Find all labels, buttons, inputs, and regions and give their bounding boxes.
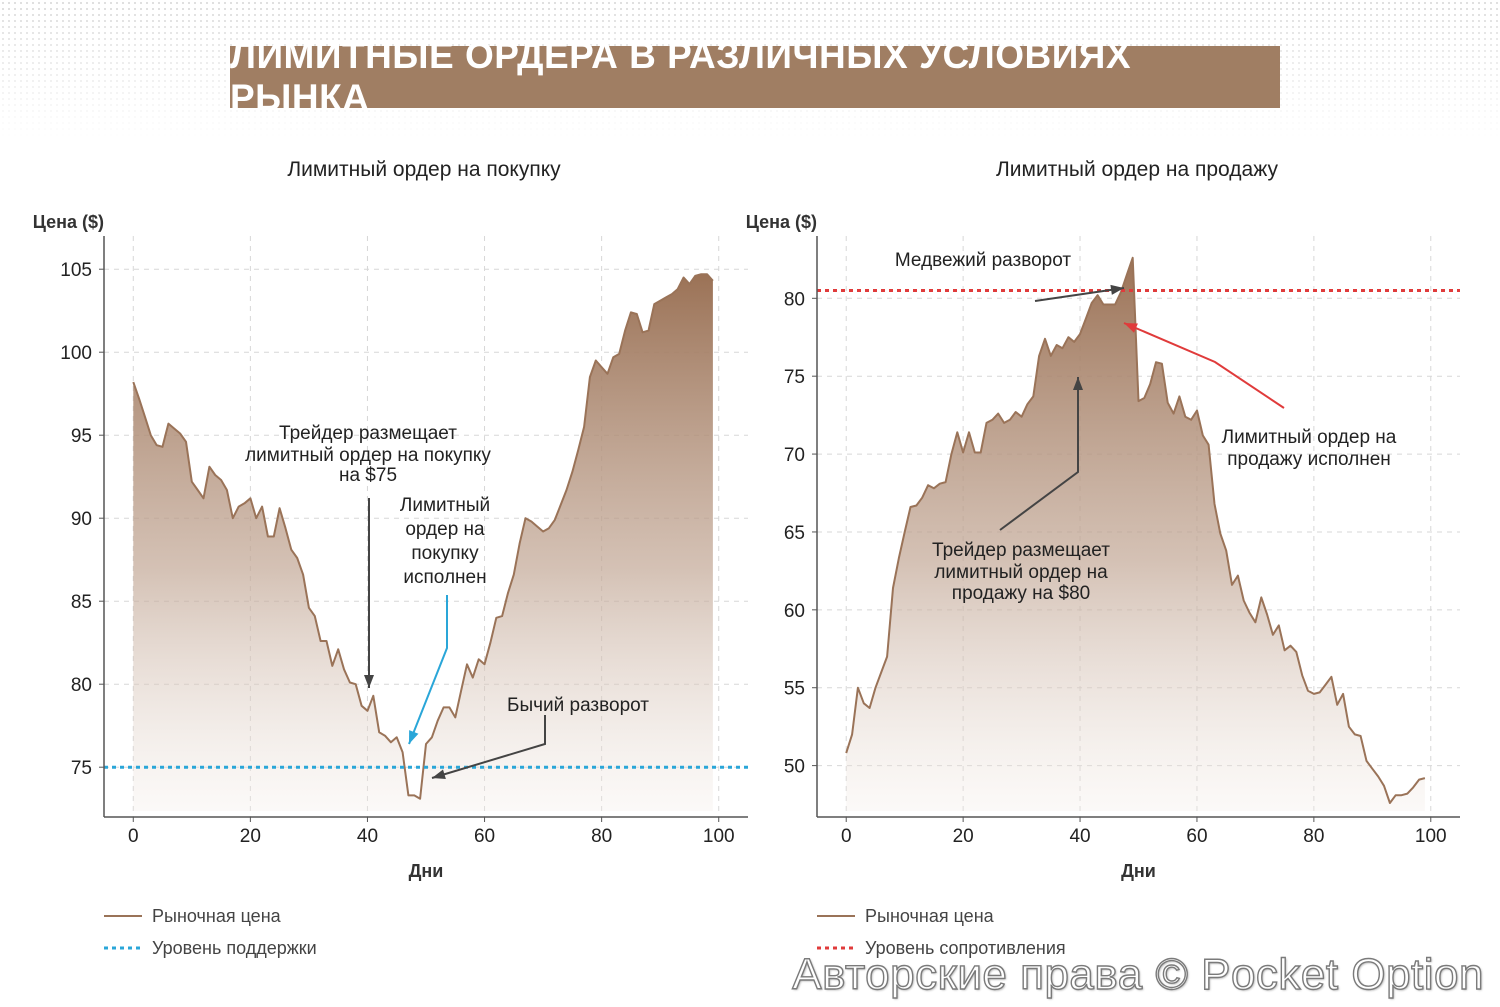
annotation-arrow [999, 377, 1079, 531]
x-tick-label: 100 [703, 826, 735, 847]
y-tick-label: 50 [784, 757, 805, 778]
annotation-arrowhead [409, 730, 419, 744]
annotation-arrow [431, 715, 546, 779]
y-axis-title: Цена ($) [33, 212, 104, 232]
annotation-arrowhead [1073, 377, 1083, 390]
chart-title: Лимитный ордер на продажу [996, 158, 1278, 181]
x-axis-title: Дни [1121, 861, 1156, 881]
annotation-text: Трейдер размещает [932, 540, 1110, 561]
annotation-text: продажу на $80 [952, 583, 1090, 604]
annotation-arrowhead [1110, 284, 1124, 295]
y-tick-label: 80 [71, 675, 92, 696]
annotation-arrow [408, 595, 448, 745]
sell-limit-chart: 0 20 40 60 80 100 50 55 60 65 70 75 80 Лимитный ордер… [746, 158, 1460, 958]
y-tick-label: 95 [71, 426, 92, 447]
buy-limit-chart: 0 20 40 60 80 100 75 80 85 90 95 100 105 Лимитный орд… [33, 158, 748, 958]
annotation-text: продажу исполнен [1227, 449, 1391, 470]
legend-label: Уровень поддержки [152, 938, 317, 958]
annotation-text: Лимитный ордер на [1222, 427, 1397, 448]
annotation-text: Бычий разворот [507, 695, 649, 716]
y-axis-title: Цена ($) [746, 212, 817, 232]
annotation-arrow [1034, 287, 1125, 302]
annotation-text: Лимитный [400, 495, 490, 516]
annotation-arrow [1123, 322, 1285, 409]
annotation-text: Трейдер размещает [279, 423, 457, 444]
y-tick-label: 55 [784, 679, 805, 700]
x-tick-label: 80 [1303, 826, 1324, 847]
annotation-text: исполнен [403, 567, 486, 588]
price-area [846, 257, 1425, 811]
legend-label: Рыночная цена [152, 906, 282, 926]
y-tick-label: 80 [784, 289, 805, 310]
y-tick-label: 90 [71, 509, 92, 530]
y-tick-label: 70 [784, 445, 805, 466]
x-tick-label: 0 [841, 826, 852, 847]
annotation-arrowhead [364, 675, 374, 688]
price-line [132, 273, 714, 800]
y-tick-label: 75 [784, 367, 805, 388]
x-tick-label: 0 [128, 826, 139, 847]
x-tick-label: 40 [357, 826, 378, 847]
chart-title: Лимитный ордер на покупку [287, 158, 561, 181]
annotation-arrowhead [1124, 323, 1138, 333]
x-axis-title: Дни [409, 861, 444, 881]
annotation-text: Медвежий разворот [895, 250, 1072, 271]
x-tick-label: 40 [1069, 826, 1090, 847]
annotation-text: ордер на [405, 519, 485, 540]
x-tick-label: 60 [474, 826, 495, 847]
y-tick-label: 105 [60, 260, 92, 281]
copyright-watermark: Авторские права © Pocket Option [792, 949, 1485, 999]
y-tick-label: 75 [71, 758, 92, 779]
y-tick-label: 100 [60, 343, 92, 364]
x-tick-label: 80 [591, 826, 612, 847]
x-tick-label: 100 [1415, 826, 1447, 847]
price-line [845, 256, 1426, 804]
x-tick-label: 20 [240, 826, 261, 847]
annotation-text: покупку [411, 543, 479, 564]
annotation-text: лимитный ордер на покупку [245, 445, 491, 466]
legend-label: Рыночная цена [865, 906, 995, 926]
annotation-text: лимитный ордер на [934, 562, 1108, 583]
y-tick-label: 60 [784, 601, 805, 622]
x-tick-label: 20 [953, 826, 974, 847]
y-tick-label: 85 [71, 592, 92, 613]
x-tick-label: 60 [1186, 826, 1207, 847]
legend-label: Уровень сопротивления [865, 938, 1066, 958]
price-area [133, 274, 713, 811]
annotation-arrowhead [432, 769, 446, 780]
y-tick-label: 65 [784, 523, 805, 544]
annotation-text: на $75 [339, 465, 397, 486]
